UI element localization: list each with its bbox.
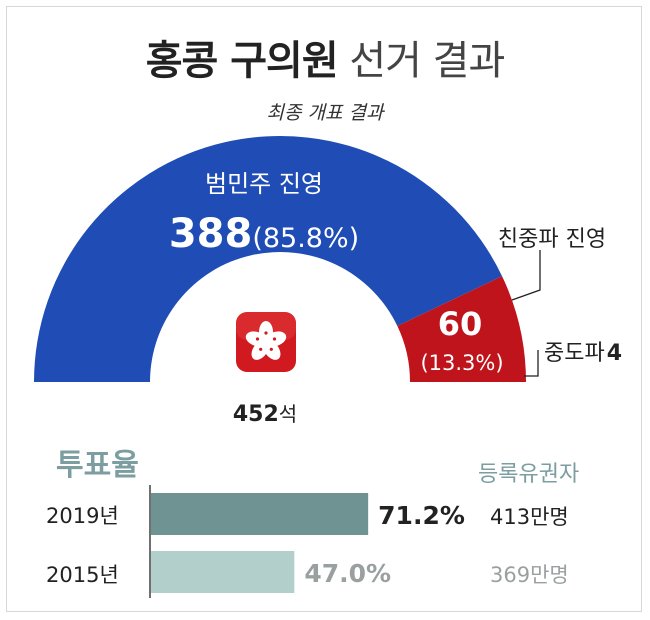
turnout-bar-2019 (151, 493, 369, 535)
pro-beijing-percent: (13.3%) (420, 351, 503, 375)
turnout-year-2015: 2015년 (46, 563, 119, 587)
centrist-count: 4 (607, 341, 622, 366)
pro-democracy-count: 388 (169, 211, 253, 257)
pro-beijing-leader-line (511, 250, 541, 301)
title-bold: 홍콩 구의원 (145, 38, 339, 84)
page-title: 홍콩 구의원 선거 결과 (0, 28, 650, 86)
pro-beijing-arc (397, 276, 526, 382)
hongkong-flag-icon (236, 312, 296, 372)
total-seats: 452석 (200, 398, 330, 427)
pro-beijing-count: 60 (438, 305, 483, 343)
centrist-leader-line (524, 350, 539, 377)
total-seats-unit: 석 (278, 402, 298, 426)
turnout-year-2019: 2019년 (46, 504, 119, 528)
title-light: 선거 결과 (349, 38, 505, 84)
centrist-name: 중도파 (544, 341, 605, 366)
turnout-value-2019: 71.2% (378, 501, 465, 530)
pro-democracy-value: 388(85.8%) (169, 211, 359, 257)
centrist-label: 중도파4 (544, 341, 622, 366)
registered-voters-2015: 369만명 (490, 563, 569, 587)
pro-democracy-arc (34, 135, 503, 382)
turnout-value-2015: 47.0% (304, 559, 392, 588)
registered-voters-title: 등록유권자 (478, 462, 580, 487)
pro-democracy-percent: (85.8%) (252, 223, 359, 254)
subtitle: 최종 개표 결과 (266, 102, 384, 124)
figure-frame (6, 6, 642, 612)
turnout-title: 투표율 (56, 448, 139, 483)
turnout-bar-2015 (151, 551, 295, 593)
registered-voters-2019: 413만명 (490, 505, 569, 529)
pro-beijing-label: 친중파 진영 (498, 227, 606, 252)
pro-democracy-label: 범민주 진영 (205, 170, 323, 198)
total-seats-value: 452 (232, 402, 279, 427)
